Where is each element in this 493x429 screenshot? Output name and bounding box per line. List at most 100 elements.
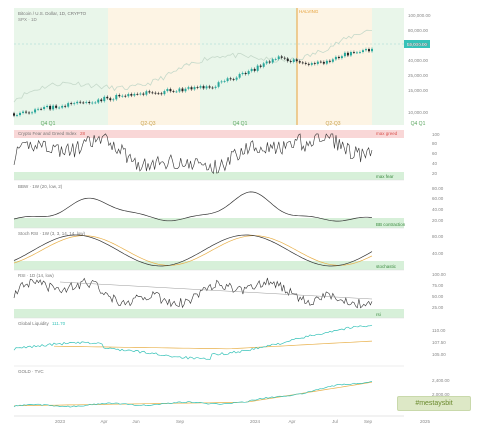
candle-body	[235, 77, 238, 80]
quarter-label-4: Q4 Q1	[411, 121, 426, 127]
candle-body	[55, 105, 58, 108]
main-axis-label: 25,000.00	[408, 73, 429, 78]
candle-body	[58, 107, 61, 109]
candle-body	[241, 72, 244, 75]
candle-body	[265, 61, 268, 64]
legend-main: Bitcoin / U.S. Dollar, 1D, CRYPTO	[18, 11, 87, 16]
candle-body	[160, 93, 163, 95]
stoch-tag-bottom: stochastic	[376, 264, 397, 269]
gold-axis-label: 2,400.00	[432, 378, 450, 383]
fear-greed-fear-zone	[14, 172, 404, 180]
fear-greed-tag-bottom: max fear	[376, 174, 394, 179]
liquidity-axis-label: 105.00	[432, 352, 446, 357]
stoch-axis-label: 40.00	[432, 251, 444, 256]
candle-body	[127, 94, 130, 97]
candle-body	[371, 48, 373, 52]
rsi-zone	[14, 309, 404, 318]
candle-body	[355, 52, 358, 54]
candle-body	[124, 95, 127, 97]
gold-line	[13, 381, 373, 408]
main-axis-label: 80,000.00	[408, 28, 429, 33]
main-axis-label: 15,000.00	[408, 88, 429, 93]
candle-body	[121, 95, 124, 97]
x-axis-label: 2024	[250, 419, 261, 424]
quarter-band-1	[108, 8, 200, 125]
rsi-label: RSI · 1D (14, low)	[18, 273, 54, 278]
rsi-axis-label: 75.00	[432, 283, 444, 288]
candle-body	[100, 99, 103, 102]
candle-body	[223, 81, 226, 82]
candle-body	[193, 87, 196, 90]
x-axis-label: Sep	[176, 419, 185, 424]
halving-label: HALVING	[299, 9, 319, 14]
x-axis-label: 2025	[420, 419, 431, 424]
candle-body	[310, 63, 313, 65]
main-axis-label: 40,000.00	[408, 58, 429, 63]
candle-body	[79, 101, 82, 103]
candle-body	[316, 61, 319, 64]
rsi-trendline	[59, 281, 373, 300]
candle-body	[226, 78, 229, 82]
candle-body	[208, 86, 211, 88]
candle-body	[106, 96, 109, 99]
candle-body	[307, 63, 310, 65]
bbw-axis-label: 60.00	[432, 196, 444, 201]
rsi-axis-label: 25.00	[432, 305, 444, 310]
fear-greed-axis-label: 60	[432, 151, 438, 156]
x-axis-label: Sep	[364, 419, 373, 424]
candle-body	[70, 103, 73, 105]
candle-body	[19, 112, 22, 116]
candle-body	[166, 89, 169, 92]
candle-body	[190, 87, 193, 90]
price-badge-bg	[404, 40, 430, 48]
candle-body	[361, 50, 364, 52]
candle-body	[169, 89, 172, 92]
x-axis-label: Apr	[100, 419, 108, 424]
candle-body	[298, 61, 301, 63]
candle-body	[343, 52, 346, 57]
candle-body	[115, 94, 118, 100]
candle-body	[52, 105, 55, 110]
candle-body	[331, 59, 334, 62]
candle-body	[268, 61, 271, 63]
bbw-label: BBW · 1W (20, low, 2)	[18, 184, 63, 189]
main-axis-label: 10,000.00	[408, 110, 429, 115]
stoch-zone	[14, 261, 404, 270]
candle-body	[118, 94, 121, 97]
candle-body	[103, 96, 106, 102]
candle-body	[130, 94, 133, 96]
candle-body	[142, 93, 145, 95]
candle-body	[76, 101, 79, 104]
stoch-label: Stoch RSI · 1W (3, 3, 14, 14, low)	[18, 231, 86, 236]
x-axis-label: Apr	[288, 419, 296, 424]
candle-body	[133, 93, 136, 96]
candle-body	[244, 72, 247, 75]
candle-body	[358, 51, 361, 53]
candle-body	[232, 79, 235, 81]
candle-body	[367, 49, 370, 52]
candle-body	[139, 93, 142, 95]
rsi-tag-bottom: rsi	[376, 312, 381, 317]
candle-body	[301, 62, 304, 64]
candle-body	[313, 63, 316, 64]
liquidity-line	[13, 324, 373, 360]
candle-body	[61, 105, 64, 108]
candle-body	[229, 78, 232, 80]
quarter-label-3: Q2-Q3	[325, 121, 340, 127]
candle-body	[16, 115, 19, 116]
main-axis-label: 60,000.00	[408, 42, 429, 47]
candle-body	[214, 86, 217, 88]
quarter-label-1: Q2-Q3	[140, 121, 155, 127]
stoch-k-line	[13, 234, 373, 267]
candle-body	[280, 56, 283, 58]
candle-body	[340, 56, 343, 59]
candle-body	[202, 86, 205, 89]
x-axis-label: Jul	[332, 419, 338, 424]
candle-body	[283, 57, 286, 59]
liquidity-axis-label: 107.50	[432, 340, 446, 345]
candle-body	[109, 98, 112, 101]
candle-body	[346, 52, 349, 56]
candle-body	[277, 56, 280, 60]
candle-body	[211, 87, 214, 89]
candle-body	[220, 81, 223, 83]
